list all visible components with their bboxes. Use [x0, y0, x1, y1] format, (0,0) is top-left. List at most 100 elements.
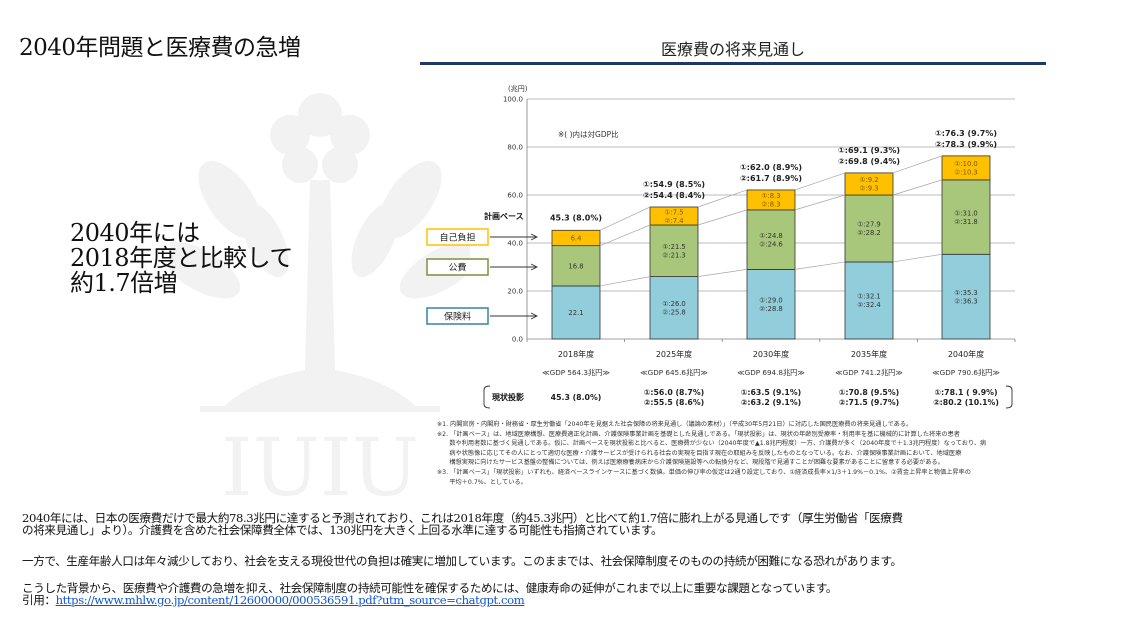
bar-data-label: ①:31.0 — [954, 209, 978, 217]
current-projection-value: ①:56.0 (8.7%) — [644, 388, 704, 397]
bar-data-label: ②:9.3 — [859, 185, 878, 193]
current-projection-value: ①:78.1 ( 9.9%) — [934, 388, 997, 397]
callout-line: 2018年度と比較して — [70, 244, 293, 272]
bar-segment-insurance — [746, 268, 796, 340]
bar-data-label: ②:21.3 — [662, 252, 686, 260]
chart-title-rule — [420, 62, 1046, 65]
footnote: ※3. 「計画ベース」「現状投影」いずれも、経済ベースラインケースに基づく数値。… — [437, 468, 971, 476]
connector-line — [697, 209, 748, 226]
body-line: の将来見通し」より）。介護費を含めた社会保障費全体では、130兆円を大きく上回る… — [22, 523, 663, 537]
body-line: こうした背景から、医療費や介護費の急増を抑え、社会保障制度の持続可能性を確保する… — [22, 581, 838, 595]
current-projection-value: ②:55.5 (8.6%) — [644, 398, 704, 407]
bar-data-label: ②:31.8 — [954, 218, 978, 226]
gdp-label: ≪GDP 790.6兆円≫ — [932, 368, 1000, 377]
connector-line — [794, 194, 846, 211]
legend-label: 公費 — [448, 262, 466, 274]
y-tick-label: 20.0 — [507, 288, 523, 296]
bar-segment-insurance — [649, 276, 699, 340]
bracket-right — [1005, 385, 1013, 409]
bar-segment-public — [551, 245, 601, 287]
bar-data-label: 6.4 — [571, 234, 582, 242]
body-paragraph-3: こうした背景から、医療費や介護費の急増を抑え、社会保障制度の持続可能性を確保する… — [22, 582, 837, 606]
bracket-left — [483, 385, 491, 409]
current-projection-value: ②:71.5 (9.7%) — [839, 398, 899, 407]
bar-data-label: ①:21.5 — [662, 243, 686, 251]
connector-line — [599, 206, 651, 231]
legend-arrowhead — [530, 233, 539, 241]
bar-data-label: ①:27.9 — [857, 221, 881, 229]
gdp-label: ≪GDP 564.3兆円≫ — [542, 368, 610, 377]
bar-total-label: ②:54.4 (8.4%) — [643, 191, 705, 200]
bar-data-label: ②:10.3 — [954, 169, 978, 177]
medical-cost-chart: (兆円) 0.0 20.0 40.0 60.0 80.0 100.0 ※( )内は対GDP比 2… — [426, 84, 1016, 409]
footnote: 数や利用者数に基づく見通しである。仮に、計画ベースを現状投影と比べると、医療費が… — [437, 440, 987, 448]
y-tick-label: 0.0 — [512, 336, 523, 344]
current-projection-value: ②:63.2 (9.1%) — [741, 398, 801, 407]
gdp-label: ≪GDP 645.6兆円≫ — [640, 368, 708, 377]
footnote: ※2. 「計画ベース」は、地域医療構想、医療費適正化計画、介護保険事業計画を基礎… — [437, 430, 960, 438]
legend-label: 保険料 — [444, 311, 471, 323]
bar-segment-public — [746, 209, 796, 270]
citation-prefix: 引用： — [22, 593, 56, 607]
connector-line — [892, 253, 943, 263]
current-projection-value: 45.3 (8.0%) — [551, 393, 602, 402]
bar-segment-copay — [941, 155, 991, 181]
bar-total-label: ②:69.8 (9.4%) — [838, 157, 900, 166]
footnote: 構想実現に向けたサービス基盤の整備については、例えば医療療養病床から介護保険施設… — [437, 459, 944, 467]
chart-note: ※( )内は対GDP比 — [558, 129, 619, 139]
legend-label: 自己負担 — [439, 232, 475, 244]
bar-segment-copay — [844, 172, 894, 196]
callout-text: 2040年には 2018年度と比較して 約1.7倍増 — [70, 221, 293, 296]
x-category-label: 2040年度 — [948, 349, 984, 359]
bar-total-label: ①:54.9 (8.5%) — [643, 180, 705, 189]
connector-line — [697, 189, 748, 208]
bar-total-label: 45.3 (8.0%) — [550, 213, 602, 222]
bar-data-label: ②:28.2 — [857, 229, 881, 237]
bar-data-label: ②:25.8 — [662, 309, 686, 317]
footnote: 平均＋0.7%、としている。 — [437, 478, 527, 486]
y-tick-label: 100.0 — [503, 96, 523, 104]
bar-segment-insurance — [844, 261, 894, 340]
footnote: ※1. 内閣官房・内閣府・財務省・厚生労働省「2040年を見据えた社会保障の将来… — [437, 421, 913, 428]
bar-data-label: ①:24.8 — [759, 232, 783, 240]
bar-total-label: ①:62.0 (8.9%) — [740, 163, 802, 172]
citation-link[interactable]: https://www.mhlw.go.jp/content/12600000/… — [55, 593, 525, 607]
current-projection-value: ①:70.8 (9.5%) — [839, 388, 899, 397]
connector-line — [794, 172, 846, 191]
bar-data-label: ①:26.0 — [662, 300, 686, 308]
connector-line — [599, 224, 651, 246]
connector-line — [892, 155, 943, 174]
connector-line — [599, 276, 651, 287]
bar-data-label: ②:28.8 — [759, 305, 783, 313]
y-tick-label: 80.0 — [507, 144, 523, 152]
plan-base-label: 計画ベース — [484, 211, 524, 221]
bar-segment-public — [649, 224, 699, 277]
body-paragraph-2: 一方で、生産年齢人口は年々減少しており、社会を支える現役世代の負担は確実に増加し… — [22, 554, 902, 568]
legend-arrowhead — [530, 312, 539, 320]
bar-data-label: ②:8.3 — [761, 201, 780, 209]
body-paragraph-1: 2040年には、日本の医療費だけで最大約78.3兆円に達すると予測されており、こ… — [22, 512, 903, 536]
bar-data-label: ①:32.1 — [857, 293, 881, 301]
current-projection-value: ①:63.5 (9.1%) — [741, 388, 801, 397]
bar-data-label: ①:9.2 — [859, 176, 878, 184]
watermark-text: IUIU — [221, 421, 419, 500]
legend-box — [426, 228, 489, 246]
bar-data-label: ②:36.3 — [954, 297, 978, 305]
bar-total-label: ①:69.1 (9.3%) — [838, 146, 900, 155]
bar-total-label: ②:61.7 (8.9%) — [740, 174, 802, 183]
callout-line: 約1.7倍増 — [70, 269, 178, 297]
connector-line — [794, 261, 846, 270]
bar-data-label: ①:10.0 — [954, 160, 978, 168]
y-axis-label: (兆円) — [508, 84, 528, 93]
bar-data-label: 16.8 — [568, 262, 583, 270]
slide-title: 2040年問題と医療費の急増 — [19, 35, 301, 61]
gdp-label: ≪GDP 694.8兆円≫ — [737, 368, 805, 377]
citation: 引用：https://www.mhlw.go.jp/content/126000… — [22, 594, 837, 606]
bar-data-label: ②:24.6 — [759, 240, 783, 248]
x-category-label: 2018年度 — [558, 349, 594, 359]
x-category-label: 2025年度 — [656, 349, 692, 359]
bar-segment-insurance — [941, 253, 991, 340]
chart-title: 医療費の将来見通し — [660, 40, 805, 59]
x-category-label: 2035年度 — [851, 349, 887, 359]
bar-data-label: ①:35.3 — [954, 289, 978, 297]
